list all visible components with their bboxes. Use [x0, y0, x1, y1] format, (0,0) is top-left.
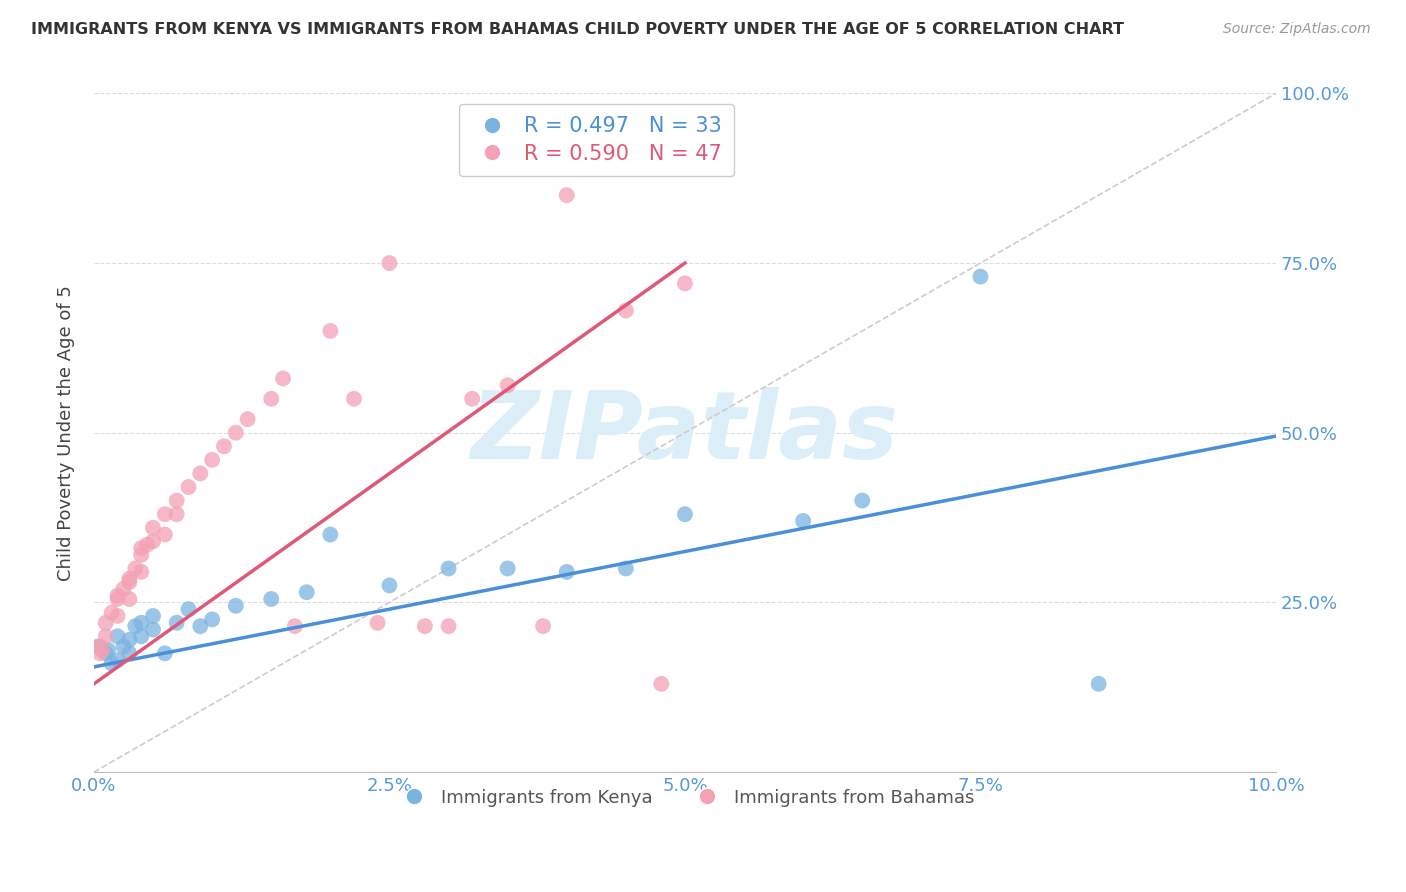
Point	[319, 527, 342, 541]
Point	[118, 572, 141, 586]
Point	[153, 527, 176, 541]
Point	[129, 541, 152, 555]
Legend: Immigrants from Kenya, Immigrants from Bahamas: Immigrants from Kenya, Immigrants from B…	[388, 781, 981, 814]
Point	[91, 643, 114, 657]
Point	[378, 578, 401, 592]
Point	[124, 561, 146, 575]
Point	[378, 256, 401, 270]
Point	[100, 606, 122, 620]
Point	[107, 609, 129, 624]
Point	[1087, 677, 1109, 691]
Point	[129, 629, 152, 643]
Point	[650, 677, 672, 691]
Point	[177, 602, 200, 616]
Point	[107, 589, 129, 603]
Point	[100, 657, 122, 671]
Text: IMMIGRANTS FROM KENYA VS IMMIGRANTS FROM BAHAMAS CHILD POVERTY UNDER THE AGE OF : IMMIGRANTS FROM KENYA VS IMMIGRANTS FROM…	[31, 22, 1123, 37]
Point	[496, 561, 519, 575]
Point	[437, 619, 460, 633]
Point	[94, 629, 117, 643]
Point	[260, 592, 283, 607]
Point	[188, 619, 211, 633]
Point	[614, 561, 637, 575]
Point	[188, 467, 211, 481]
Point	[555, 188, 578, 202]
Point	[142, 609, 165, 624]
Point	[86, 640, 108, 654]
Point	[166, 615, 188, 630]
Point	[118, 632, 141, 647]
Point	[851, 493, 873, 508]
Point	[89, 646, 111, 660]
Point	[166, 493, 188, 508]
Point	[236, 412, 259, 426]
Text: Source: ZipAtlas.com: Source: ZipAtlas.com	[1223, 22, 1371, 37]
Point	[153, 507, 176, 521]
Point	[107, 653, 129, 667]
Point	[201, 612, 224, 626]
Point	[212, 439, 235, 453]
Point	[437, 561, 460, 575]
Point	[555, 565, 578, 579]
Point	[295, 585, 318, 599]
Point	[531, 619, 554, 633]
Point	[136, 538, 159, 552]
Text: ZIPatlas: ZIPatlas	[471, 387, 898, 479]
Point	[112, 582, 135, 596]
Y-axis label: Child Poverty Under the Age of 5: Child Poverty Under the Age of 5	[58, 285, 75, 581]
Point	[97, 643, 120, 657]
Point	[225, 425, 247, 440]
Point	[118, 646, 141, 660]
Point	[142, 521, 165, 535]
Point	[271, 371, 294, 385]
Point	[343, 392, 366, 406]
Point	[367, 615, 389, 630]
Point	[129, 565, 152, 579]
Point	[129, 615, 152, 630]
Point	[166, 507, 188, 521]
Point	[89, 640, 111, 654]
Point	[177, 480, 200, 494]
Point	[94, 615, 117, 630]
Point	[673, 277, 696, 291]
Point	[614, 303, 637, 318]
Point	[579, 106, 602, 120]
Point	[142, 534, 165, 549]
Point	[284, 619, 307, 633]
Point	[225, 599, 247, 613]
Point	[142, 623, 165, 637]
Point	[461, 392, 484, 406]
Point	[673, 507, 696, 521]
Point	[260, 392, 283, 406]
Point	[413, 619, 436, 633]
Point	[792, 514, 814, 528]
Point	[118, 575, 141, 590]
Point	[496, 378, 519, 392]
Point	[319, 324, 342, 338]
Point	[118, 592, 141, 607]
Point	[153, 646, 176, 660]
Point	[94, 646, 117, 660]
Point	[129, 548, 152, 562]
Point	[124, 619, 146, 633]
Point	[107, 592, 129, 607]
Point	[107, 629, 129, 643]
Point	[201, 453, 224, 467]
Point	[112, 640, 135, 654]
Point	[969, 269, 991, 284]
